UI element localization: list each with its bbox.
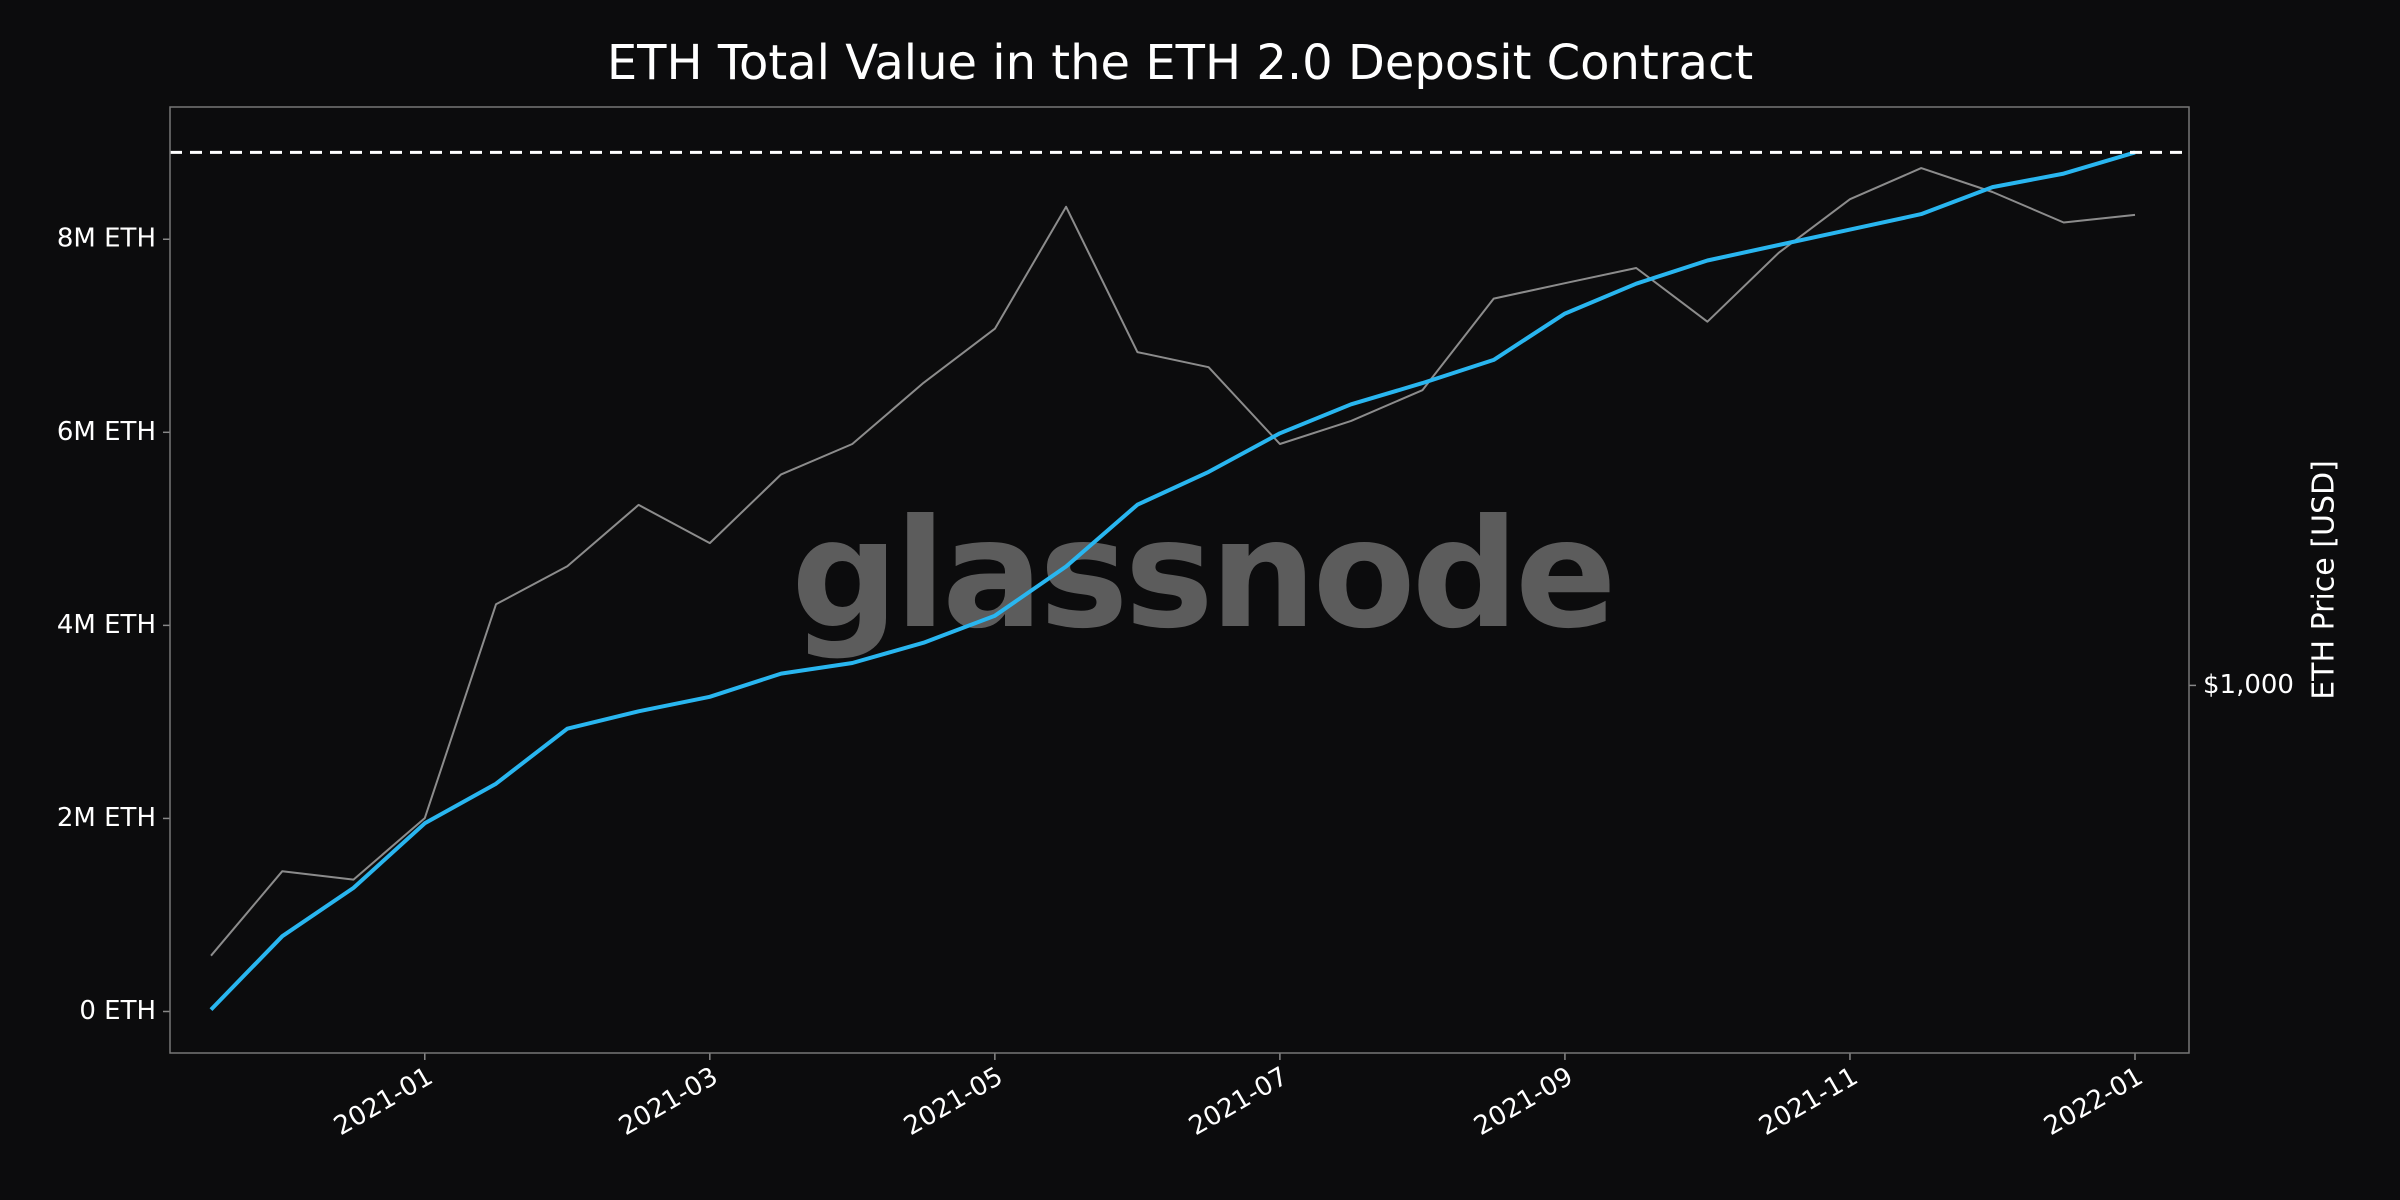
y-tick-label: 0 ETH (79, 996, 156, 1026)
y-tick-label: 4M ETH (57, 610, 156, 640)
y-tick-label: 8M ETH (57, 224, 156, 254)
price-line (210, 167, 2136, 957)
y-tick-label: 2M ETH (57, 803, 156, 833)
deposit-line (209, 150, 2136, 1011)
y2-tick-label: $1,000 (2203, 670, 2294, 700)
y2-axis-label: ETH Price [USD] (2307, 460, 2342, 700)
plot-frame (169, 106, 2190, 1054)
watermark: glassnode (791, 488, 1613, 662)
chart-title: ETH Total Value in the ETH 2.0 Deposit C… (607, 35, 1753, 91)
y-tick-label: 6M ETH (57, 417, 156, 447)
